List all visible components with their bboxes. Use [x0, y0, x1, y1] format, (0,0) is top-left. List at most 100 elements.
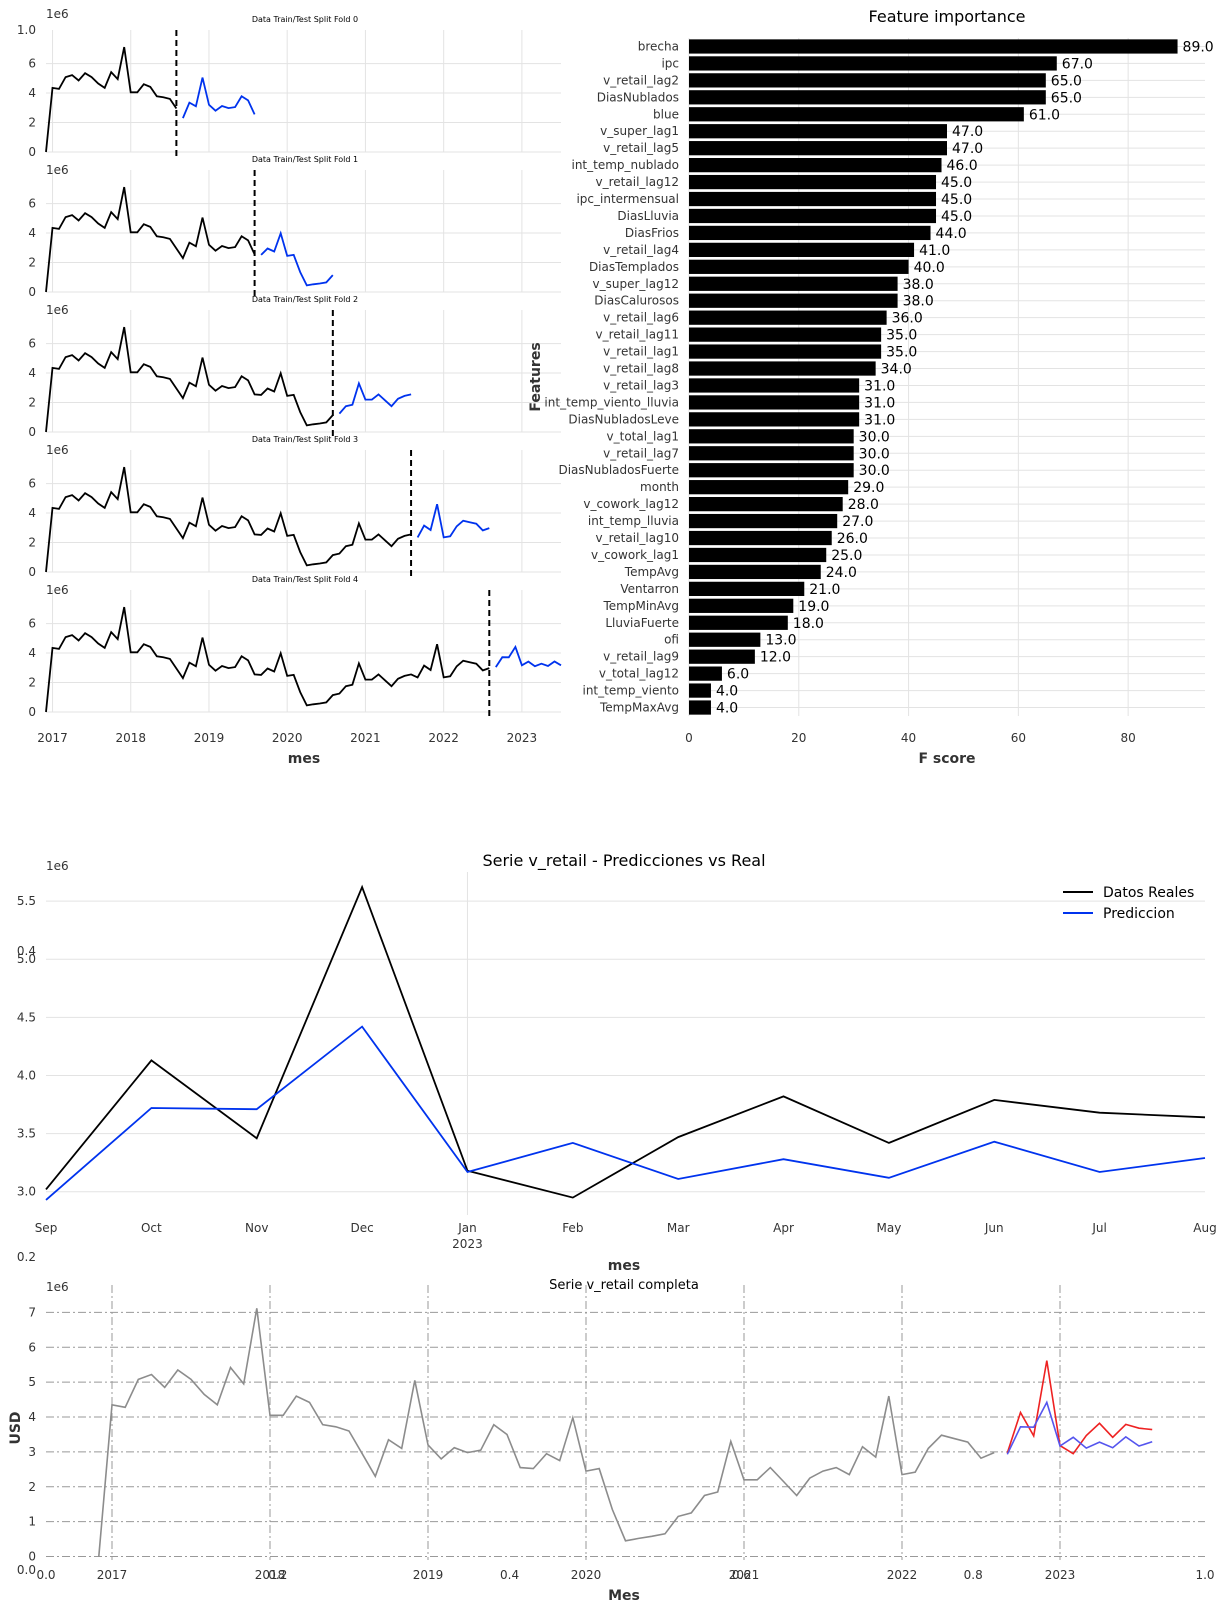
fi-value-label: 61.0 — [1029, 107, 1060, 123]
fi-value-label: 21.0 — [809, 582, 840, 598]
fold-x-tick-label: 2022 — [428, 731, 459, 745]
fi-value-label: 36.0 — [892, 311, 923, 327]
fi-bar — [689, 39, 1178, 54]
fi-category-label: DiasTemplados — [589, 260, 679, 274]
fi-value-label: 30.0 — [859, 463, 890, 479]
fi-category-label: v_super_lag12 — [593, 277, 679, 291]
fi-value-label: 30.0 — [859, 429, 890, 445]
fold-y-tick-label: 2 — [28, 676, 36, 690]
fold-title: Data Train/Test Split Fold 0 — [252, 15, 358, 24]
pred-x-axis-label: mes — [608, 1258, 640, 1274]
fi-category-label: DiasNubladosFuerte — [558, 463, 679, 477]
fi-value-label: 47.0 — [952, 124, 983, 140]
fi-category-label: v_retail_lag5 — [603, 141, 679, 155]
fi-value-label: 29.0 — [853, 480, 884, 496]
fi-x-tick-label: 20 — [791, 731, 806, 745]
fi-category-label: DiasNubladosLeve — [568, 412, 679, 426]
fi-category-label: ipc — [661, 56, 679, 70]
fi-y-axis-label: Features — [528, 342, 544, 411]
prediction-vs-real-chart: 3.0 3.5 4.0 4.5 5.0 5.5 Sep Oct Nov Dec Jan Feb Mar A… — [17, 851, 1217, 1274]
fold-y-tick-label: 0 — [28, 425, 36, 439]
fi-value-label: 35.0 — [886, 328, 917, 344]
fold-title: Data Train/Test Split Fold 4 — [252, 575, 358, 584]
fold-y-tick-label: 2 — [28, 536, 36, 550]
full-y-tick-label: 7 — [28, 1305, 36, 1319]
fi-bar — [689, 141, 947, 156]
fi-category-label: v_retail_lag12 — [596, 175, 679, 189]
fold-y-exponent: 1e6 — [46, 303, 69, 317]
fi-value-label: 65.0 — [1051, 73, 1082, 89]
pred-y-tick-label: 3.5 — [17, 1127, 36, 1141]
fi-bar — [689, 700, 711, 715]
fold-y-exponent: 1e6 — [46, 163, 69, 177]
fold-y-tick-label: 0 — [28, 705, 36, 719]
fi-category-label: ofi — [664, 633, 679, 647]
full-y-tick-label: 6 — [28, 1340, 36, 1354]
fold-y-exponent: 1e6 — [46, 583, 69, 597]
fi-category-label: v_retail_lag3 — [603, 378, 679, 392]
fi-bar — [689, 513, 838, 529]
fold-title: Data Train/Test Split Fold 2 — [252, 295, 358, 304]
fold-x-axis-label: mes — [288, 751, 320, 767]
fi-category-label: int_temp_lluvia — [588, 514, 679, 528]
fi-value-label: 13.0 — [765, 633, 796, 649]
fi-x-axis-label: F score — [918, 751, 975, 767]
full-x-tick-label: 2017 — [97, 1568, 128, 1582]
fold-test-line — [260, 230, 334, 287]
full-y-tick-label: 5 — [28, 1375, 36, 1389]
fi-bar — [689, 361, 876, 376]
full-stray-x-tick: 0.0 — [36, 1568, 55, 1582]
pred-x-tick-label: Oct — [141, 1221, 162, 1235]
fi-x-tick-label: 60 — [1011, 731, 1026, 745]
pred-y-tick-label: 4.5 — [17, 1010, 36, 1024]
full-x-tick-label: 2018 — [255, 1568, 286, 1582]
fi-value-label: 44.0 — [936, 226, 967, 242]
fold-y-tick-label: 6 — [28, 197, 36, 211]
fi-category-label: v_total_lag12 — [599, 667, 679, 681]
fi-bar — [689, 56, 1057, 71]
fi-bar — [689, 73, 1046, 88]
fi-bar — [689, 429, 854, 444]
fi-bar — [689, 293, 898, 308]
fold-y-tick-label: 2 — [28, 256, 36, 270]
fi-bar — [689, 344, 882, 359]
fi-bar — [689, 124, 947, 139]
fi-bar — [689, 446, 854, 461]
fold-panel-0: 0 2 4 6 1.0 1e6 Data Train/Test Split Fold 0 — [17, 7, 561, 159]
fi-x-tick-label: 40 — [901, 731, 916, 745]
fi-category-label: v_retail_lag7 — [603, 446, 679, 460]
pred-stray-tick: 0.4 — [17, 944, 36, 958]
feature-importance-chart: 0 20 40 60 80 brecha 89.0 ipc 67.0 v_retail_lag2 6… — [528, 7, 1214, 767]
fi-category-label: v_cowork_lag12 — [583, 497, 679, 511]
fi-bar — [689, 649, 755, 664]
fold-x-tick-label: 2019 — [194, 731, 225, 745]
fi-value-label: 4.0 — [716, 701, 738, 717]
fi-value-label: 18.0 — [793, 616, 824, 632]
pred-x-tick-label: Mar — [667, 1221, 690, 1235]
pred-series-line-1 — [45, 1025, 1206, 1201]
fi-bar — [689, 598, 794, 613]
fi-category-label: v_retail_lag2 — [603, 73, 679, 87]
fi-category-label: ipc_intermensual — [576, 192, 679, 206]
fi-value-label: 24.0 — [826, 565, 857, 581]
fi-bar — [689, 683, 711, 698]
pred-x-tick-label: Jan — [457, 1221, 477, 1235]
fi-value-label: 38.0 — [903, 294, 934, 310]
fold-title: Data Train/Test Split Fold 3 — [252, 435, 358, 444]
fi-value-label: 47.0 — [952, 141, 983, 157]
fold-y-tick-label: 4 — [28, 646, 36, 660]
fi-category-label: Ventarron — [620, 582, 679, 596]
fold-y-tick-label: 4 — [28, 506, 36, 520]
full-stray-y-tick: 0.0 — [17, 1563, 36, 1577]
fi-category-label: v_retail_lag1 — [603, 345, 679, 359]
fi-category-label: TempAvg — [624, 565, 679, 579]
fi-bar — [689, 208, 937, 224]
pred-legend-label: Prediccion — [1103, 906, 1175, 922]
fi-category-label: int_temp_viento — [582, 684, 679, 698]
full-history-line — [98, 1308, 995, 1557]
fold-train-line — [45, 466, 412, 573]
full-y-tick-label: 3 — [28, 1445, 36, 1459]
pred-y-tick-label: 5.5 — [17, 894, 36, 908]
